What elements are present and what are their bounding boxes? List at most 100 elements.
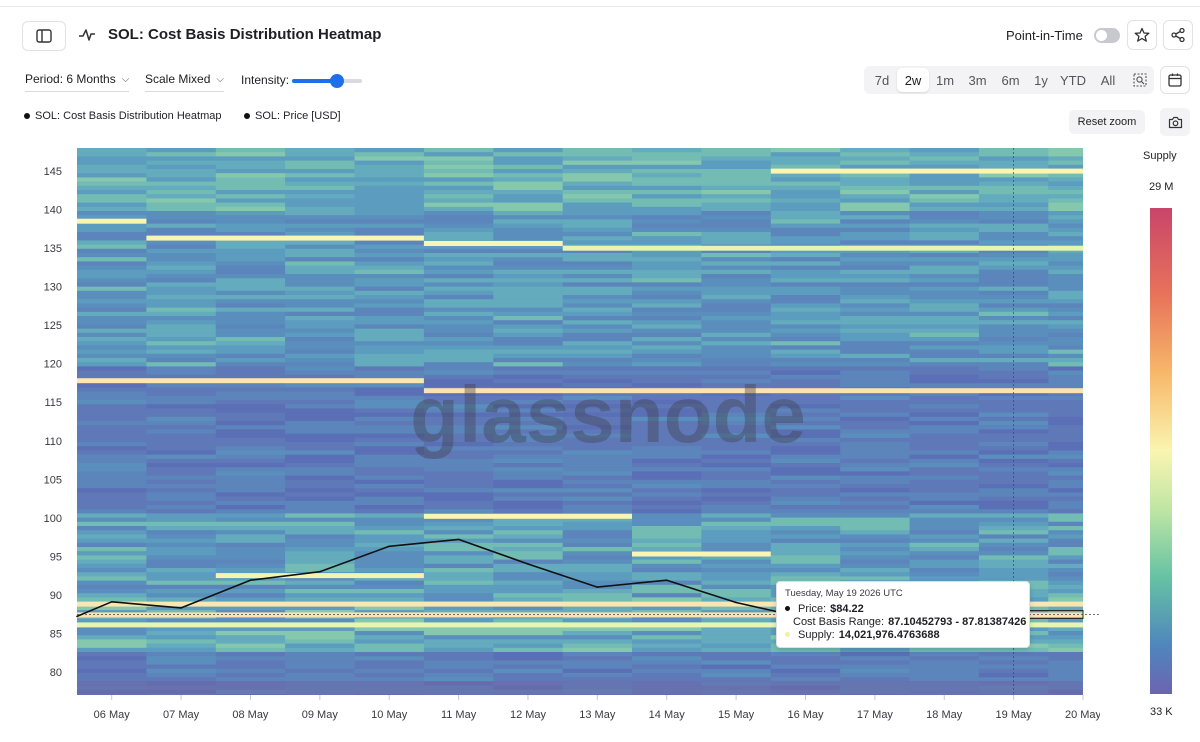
- heatmap-cell: [215, 152, 286, 157]
- heatmap-cell: [701, 206, 772, 212]
- heatmap-cell: [562, 589, 633, 594]
- range-button-ytd[interactable]: YTD: [1060, 72, 1086, 88]
- heatmap-cell: [354, 295, 425, 300]
- heatmap-cell: [562, 635, 633, 640]
- heatmap-cell: [840, 311, 911, 317]
- heatmap-cell: [909, 559, 980, 565]
- camera-icon: [1168, 116, 1182, 128]
- range-button-6m[interactable]: 6m: [1001, 72, 1020, 88]
- heatmap-cell: [562, 341, 633, 346]
- x-tick-label: 15 May: [718, 709, 755, 721]
- heatmap-cell: [840, 328, 911, 334]
- range-button-1m[interactable]: 1m: [935, 72, 955, 88]
- intensity-slider-handle[interactable]: [329, 74, 344, 88]
- heatmap-cell: [978, 496, 1049, 502]
- heatmap-cell: [1048, 668, 1083, 674]
- heatmap-highlight-band: [77, 378, 424, 384]
- heatmap-cell: [77, 274, 147, 279]
- heatmap-cell: [978, 408, 1049, 413]
- tooltip-date: Tuesday, May 19 2026 UTC: [785, 588, 903, 599]
- heatmap-cell: [1048, 589, 1083, 594]
- heatmap-cell: [909, 202, 980, 208]
- heatmap-cell: [354, 517, 425, 523]
- heatmap-cell: [77, 206, 147, 212]
- range-button-7d[interactable]: 7d: [874, 72, 890, 88]
- heatmap-cell: [215, 345, 286, 350]
- heatmap-cell: [493, 362, 564, 367]
- heatmap-cell: [701, 458, 772, 464]
- share-button[interactable]: [1163, 20, 1193, 50]
- heatmap-cell: [493, 429, 564, 434]
- heatmap-cell: [632, 345, 702, 350]
- heatmap-cell: [215, 274, 286, 279]
- range-button-3m[interactable]: 3m: [968, 72, 987, 88]
- heatmap-cell: [701, 421, 772, 426]
- range-button-1y[interactable]: 1y: [1034, 72, 1048, 88]
- heatmap-cell: [77, 618, 147, 623]
- heatmap-cell: [562, 568, 633, 573]
- heatmap-cell: [562, 391, 633, 397]
- heatmap-cell: [215, 169, 286, 174]
- heatmap-cell: [701, 664, 772, 670]
- heatmap-cell: [146, 664, 217, 670]
- heatmap-cell: [77, 164, 147, 170]
- intensity-slider[interactable]: [292, 74, 362, 88]
- heatmap-cell: [423, 341, 494, 346]
- heatmap-cell: [493, 219, 564, 224]
- heatmap-cell: [285, 240, 356, 245]
- screenshot-button[interactable]: [1160, 108, 1190, 136]
- y-tick-label: 130: [44, 282, 62, 294]
- heatmap-cell: [423, 475, 494, 481]
- heatmap-cell: [632, 185, 702, 191]
- date-picker-button[interactable]: [1160, 66, 1190, 94]
- heatmap-cell: [354, 639, 425, 644]
- heatmap-cell: [493, 647, 564, 653]
- heatmap-cell: [493, 194, 564, 199]
- heatmap-cell: [77, 211, 147, 216]
- zoom-select-button[interactable]: [1127, 68, 1153, 92]
- heatmap-cell: [909, 383, 980, 388]
- heatmap-cell: [909, 274, 980, 279]
- heatmap-cell: [909, 198, 980, 203]
- heatmap-cell: [146, 190, 217, 195]
- heatmap-cell: [632, 181, 702, 187]
- heatmap-cell: [493, 534, 564, 539]
- heatmap-cell: [423, 173, 494, 178]
- heatmap-cell: [354, 311, 425, 317]
- heatmap-cell: [146, 626, 217, 632]
- heatmap-cell: [354, 341, 425, 346]
- heatmap-cell: [1048, 303, 1083, 308]
- reset-zoom-button[interactable]: Reset zoom: [1069, 110, 1145, 134]
- heatmap-cell: [632, 513, 702, 518]
- heatmap-cell: [770, 517, 841, 523]
- colorscale-bar: [1150, 208, 1172, 694]
- legend-item-heatmap[interactable]: SOL: Cost Basis Distribution Heatmap: [24, 110, 221, 122]
- heatmap-cell: [840, 374, 911, 380]
- heatmap-cell: [701, 618, 772, 623]
- heatmap-cell: [423, 253, 494, 258]
- heatmap-cell: [77, 232, 147, 237]
- heatmap-cell: [146, 589, 217, 594]
- range-button-2w[interactable]: 2w: [897, 68, 929, 92]
- heatmap-cell: [701, 505, 772, 510]
- heatmap-cell: [146, 425, 217, 430]
- range-button-all[interactable]: All: [1100, 72, 1116, 88]
- heatmap-cell: [285, 639, 356, 644]
- heatmap-cell: [215, 580, 286, 586]
- favorite-button[interactable]: [1127, 20, 1157, 50]
- heatmap-chart[interactable]: glassnode 808590951001051101151201251301…: [0, 140, 1100, 740]
- period-dropdown[interactable]: Period: 6 Months ⌵: [25, 72, 130, 92]
- scale-dropdown[interactable]: Scale Mixed ⌵: [145, 72, 224, 92]
- sidebar-toggle-button[interactable]: [22, 21, 66, 51]
- heatmap-cell: [1048, 404, 1083, 409]
- heatmap-cell: [146, 257, 217, 262]
- heatmap-cell: [1048, 349, 1083, 355]
- heatmap-cell: [562, 156, 633, 161]
- heatmap-cell: [493, 664, 564, 670]
- heatmap-cell: [146, 295, 217, 300]
- point-in-time-toggle[interactable]: [1094, 28, 1120, 43]
- heatmap-cell: [77, 458, 147, 464]
- heatmap-cell: [77, 265, 147, 271]
- legend-item-price[interactable]: SOL: Price [USD]: [244, 110, 341, 122]
- heatmap-cell: [77, 568, 147, 573]
